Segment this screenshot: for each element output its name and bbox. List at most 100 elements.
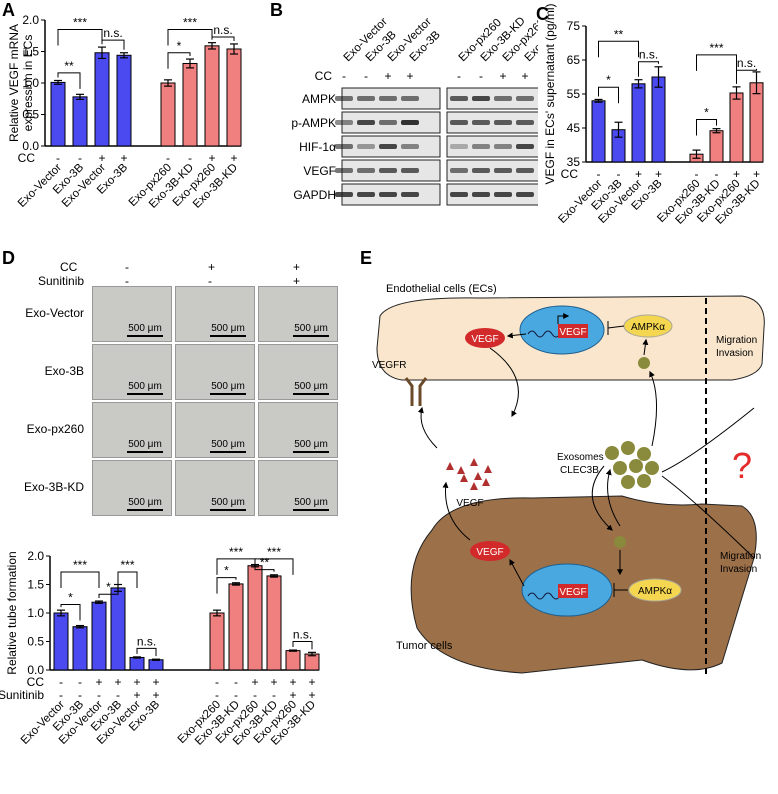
condition-sign: - (272, 688, 276, 702)
micro-cc-0: - (125, 260, 129, 274)
micro-row-label: Exo-Vector (25, 306, 84, 320)
condition-sign: - (166, 151, 170, 165)
micrograph-image: 500 μm (258, 344, 338, 400)
arrow-tumor-vegf (442, 481, 471, 541)
blot-protein-label: HIF-1α (299, 140, 336, 154)
blot-cc-sign: - (457, 69, 461, 83)
condition-sign: + (120, 151, 127, 165)
significance-bracket (216, 577, 237, 594)
bar (72, 626, 88, 671)
tumor-gene-box (558, 584, 588, 598)
significance-label: n.s. (293, 628, 312, 642)
significance-bracket (598, 40, 639, 58)
micrograph-panel: CC Sunitinib - - + - + + Exo-Vector 500 μ… (0, 260, 360, 525)
condition-sign: - (78, 688, 82, 702)
arrow-exo-to-ec (649, 370, 658, 447)
condition-sign: - (215, 675, 219, 689)
blot-band (516, 168, 534, 173)
y-tick-label: 55 (567, 87, 581, 101)
blot-band (494, 120, 512, 125)
y-tick-label: 2.0 (22, 13, 39, 27)
bar (631, 83, 646, 163)
blot-cc-sign: - (479, 69, 483, 83)
bar (91, 601, 107, 671)
blot-band (357, 96, 375, 101)
significance-bracket (101, 39, 125, 50)
y-tick-label: 0.0 (22, 139, 39, 153)
ec-dna-icon (527, 330, 561, 338)
y-tick-label: 0.0 (27, 663, 44, 677)
condition-sign: + (152, 675, 159, 689)
blot-band (494, 144, 512, 149)
bar (591, 100, 606, 163)
significance-bracket (167, 28, 213, 46)
significance-bracket (57, 28, 103, 46)
blot-protein-label: VEGF (303, 164, 336, 178)
condition-sign: + (114, 675, 121, 689)
scale-bar: 500 μm (293, 439, 329, 453)
y-tick-label: 1.5 (27, 578, 44, 592)
bar (709, 130, 724, 163)
bar (94, 52, 110, 147)
significance-bracket (292, 641, 313, 650)
blot-band (335, 144, 353, 149)
blot-band (401, 144, 419, 149)
condition-sign: + (635, 167, 642, 181)
blot-protein-label: p-AMPK (291, 116, 336, 130)
condition-sign: - (116, 688, 120, 702)
bar (50, 81, 66, 147)
condition-sign: + (733, 167, 740, 181)
significance-label: ** (260, 556, 270, 570)
significance-bracket (57, 72, 81, 89)
micro-sun-1: - (208, 274, 212, 288)
arrow-vegf-out (489, 347, 519, 418)
condition-sign: + (753, 167, 760, 181)
condition-sign: + (133, 675, 140, 689)
significance-bracket (60, 603, 81, 621)
significance-label: ** (64, 59, 74, 73)
blot-cc-sign: - (342, 69, 346, 83)
significance-bracket (254, 561, 275, 572)
significance-label: n.s. (639, 48, 658, 62)
condition-sign: - (253, 688, 257, 702)
condition-sign: - (78, 151, 82, 165)
blot-band (401, 168, 419, 173)
significance-bracket (638, 61, 659, 77)
significance-label: * (704, 106, 709, 120)
ec-migration: Migration (716, 335, 757, 346)
condition-sign: - (215, 688, 219, 702)
significance-label: *** (120, 558, 134, 572)
significance-label: n.s. (137, 634, 156, 648)
blot-band (379, 192, 397, 197)
micrograph-image: 500 μm (92, 344, 172, 400)
blot-cc-sign: - (364, 69, 368, 83)
blot-band (450, 144, 468, 149)
blot-band (335, 120, 353, 125)
micrograph-image: 500 μm (175, 344, 255, 400)
exosomes-label: Exosomes (557, 452, 604, 463)
y-axis-label: VEGF in ECs' supernatant (pg/ml) (543, 3, 557, 184)
blot-protein-label: GAPDH (293, 188, 336, 202)
bar (304, 653, 320, 671)
tumor-migration: Migration (720, 551, 761, 562)
tumor-exosome (614, 536, 626, 548)
scale-bar: 500 μm (127, 381, 163, 395)
arrow-to-vegfr (417, 406, 438, 449)
exosome-cluster-icon (605, 441, 659, 489)
vegf-secreted-label: VEGF (456, 498, 483, 509)
significance-label: *** (183, 15, 197, 29)
y-tick-label: 65 (567, 53, 581, 67)
y-axis-label: Relative tube formation (5, 551, 19, 674)
blot-band (357, 192, 375, 197)
significance-bracket (696, 54, 737, 71)
bar (148, 659, 164, 671)
scale-bar: 500 μm (293, 497, 329, 511)
blot-protein-label: AMPK (302, 92, 336, 106)
bar (729, 92, 744, 163)
micrograph-image: 500 μm (258, 286, 338, 342)
significance-label: *** (73, 558, 87, 572)
y-axis-label-line: expression in ECs (21, 35, 35, 132)
vegf-triangles-icon (446, 458, 492, 490)
